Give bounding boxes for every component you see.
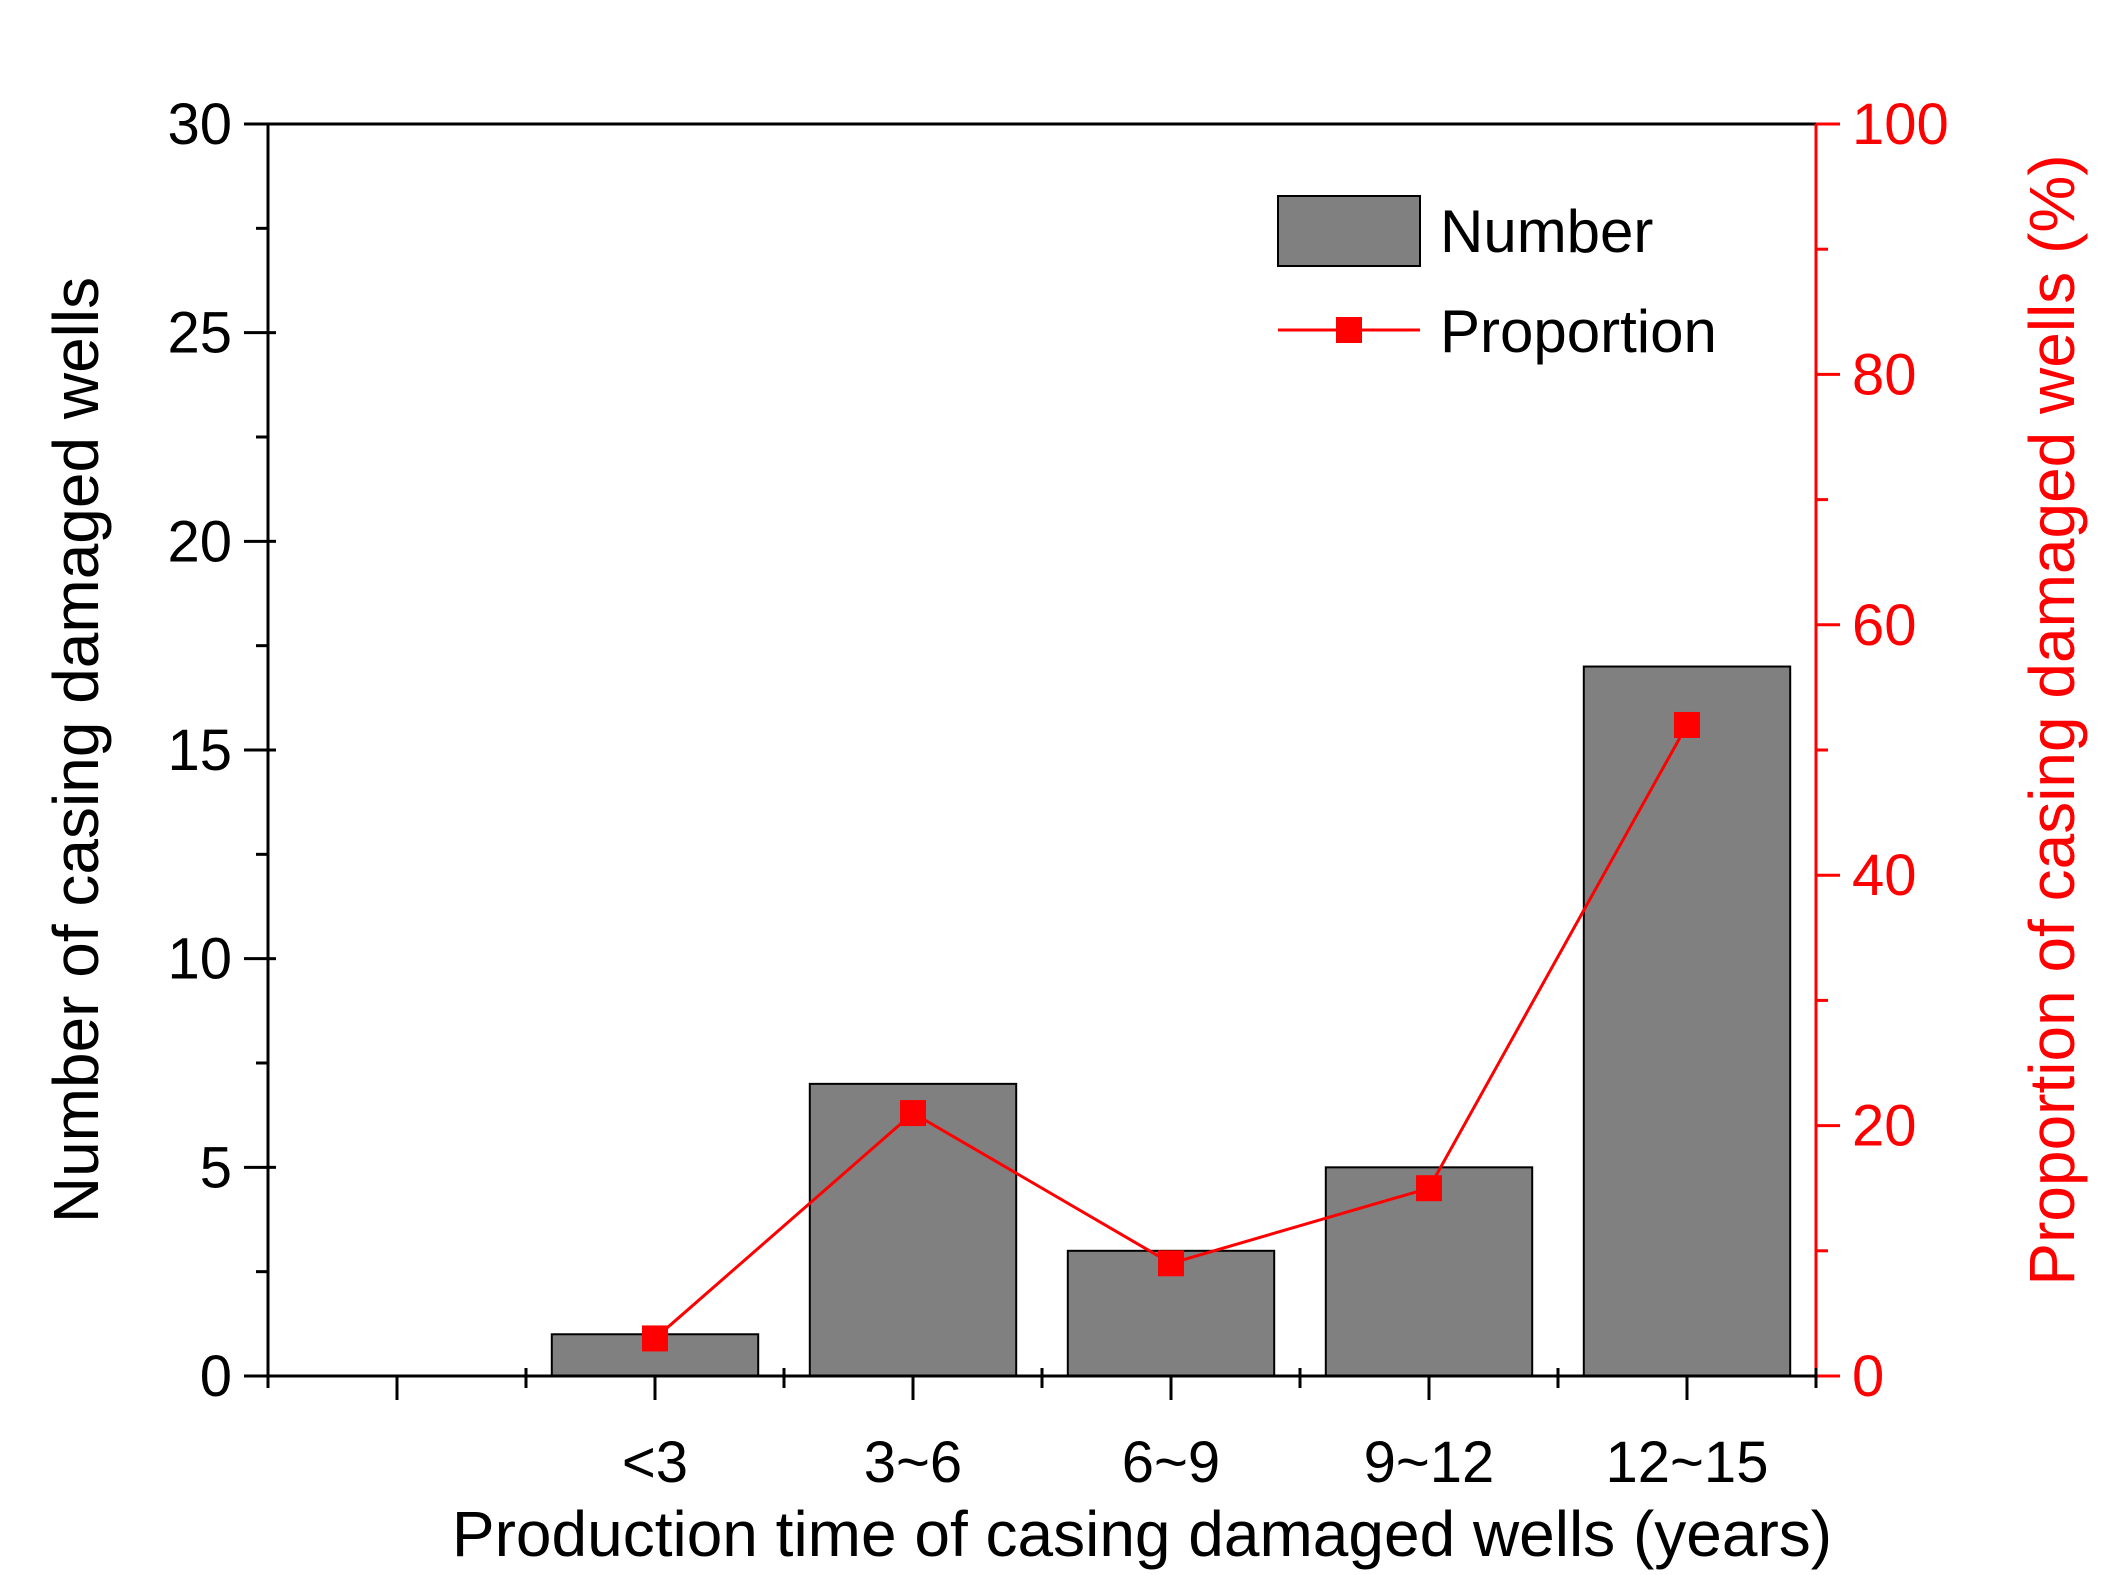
left-tick-label: 20 [167, 509, 232, 574]
proportion-marker-3~6 [900, 1100, 926, 1127]
legend-proportion-label: Proportion [1440, 298, 1717, 365]
x-axis-title: Production time of casing damaged wells … [452, 1498, 1832, 1570]
proportion-marker-9~12 [1416, 1175, 1442, 1202]
x-tick-label: 3~6 [864, 1430, 962, 1495]
left-tick-label: 10 [167, 927, 232, 992]
left-tick-label: 5 [200, 1135, 232, 1200]
proportion-line-group [642, 711, 1700, 1352]
legend: Number Proportion [1277, 195, 1717, 365]
x-tick-label: 12~15 [1606, 1430, 1769, 1495]
labels-group: 0 5 10 15 20 25 30 0 20 40 60 80 100 <3 3~6 6~9 9~12 12~1… [40, 92, 2088, 1570]
bar-3~6 [808, 1082, 1018, 1378]
left-tick-label: 0 [200, 1344, 232, 1409]
proportion-marker-12~15 [1674, 711, 1700, 738]
bar-12~15 [1582, 665, 1792, 1377]
right-tick-label: 0 [1852, 1344, 1884, 1409]
left-tick-label: 30 [167, 92, 232, 157]
bar-9~12 [1324, 1166, 1534, 1378]
right-tick-label: 60 [1852, 593, 1917, 658]
right-tick-label: 20 [1852, 1094, 1917, 1159]
left-tick-label: 15 [167, 718, 232, 783]
x-tick-label: <3 [622, 1430, 688, 1495]
proportion-marker-6~9 [1158, 1250, 1184, 1277]
legend-number-label: Number [1440, 198, 1653, 265]
left-axis-title: Number of casing damaged wells [40, 277, 112, 1223]
proportion-marker-<3 [642, 1325, 668, 1352]
left-tick-label: 25 [167, 301, 232, 366]
legend-number-swatch [1277, 195, 1421, 267]
right-tick-label: 40 [1852, 843, 1917, 908]
bars-group [550, 665, 1792, 1378]
x-tick-label: 6~9 [1122, 1430, 1220, 1495]
axes-group [244, 122, 1840, 1400]
right-axis-title: Proportion of casing damaged wells (%) [2016, 154, 2088, 1285]
x-tick-label: 9~12 [1364, 1430, 1495, 1495]
right-tick-label: 100 [1852, 92, 1949, 157]
legend-proportion-marker [1336, 317, 1362, 343]
right-tick-label: 80 [1852, 342, 1917, 407]
